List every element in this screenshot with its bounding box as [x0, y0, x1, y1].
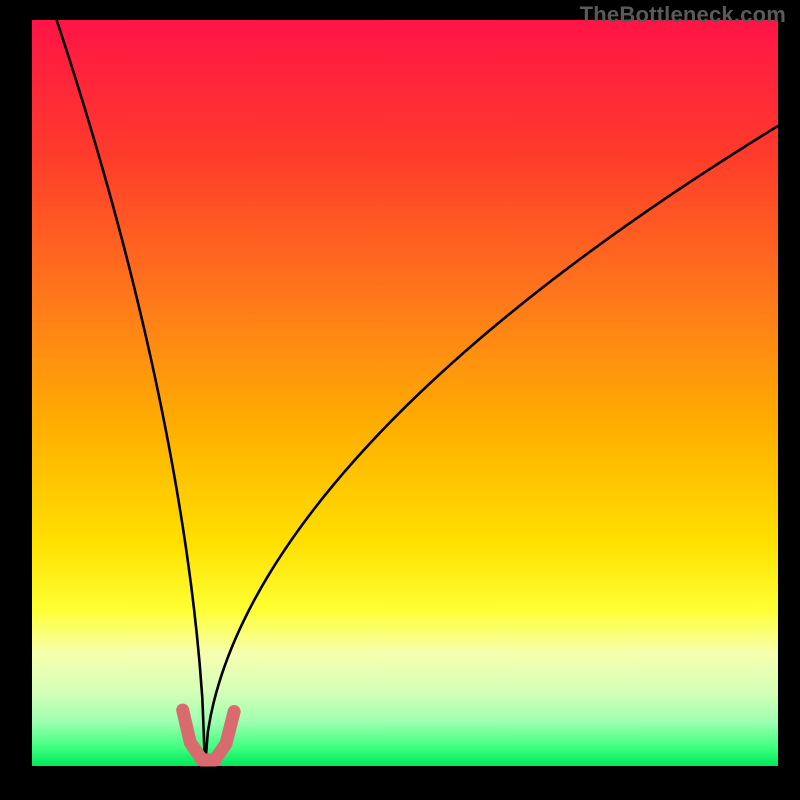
chart-svg: [0, 0, 800, 800]
watermark-text: TheBottleneck.com: [580, 2, 786, 28]
figure-container: TheBottleneck.com: [0, 0, 800, 800]
plot-background: [32, 20, 778, 766]
